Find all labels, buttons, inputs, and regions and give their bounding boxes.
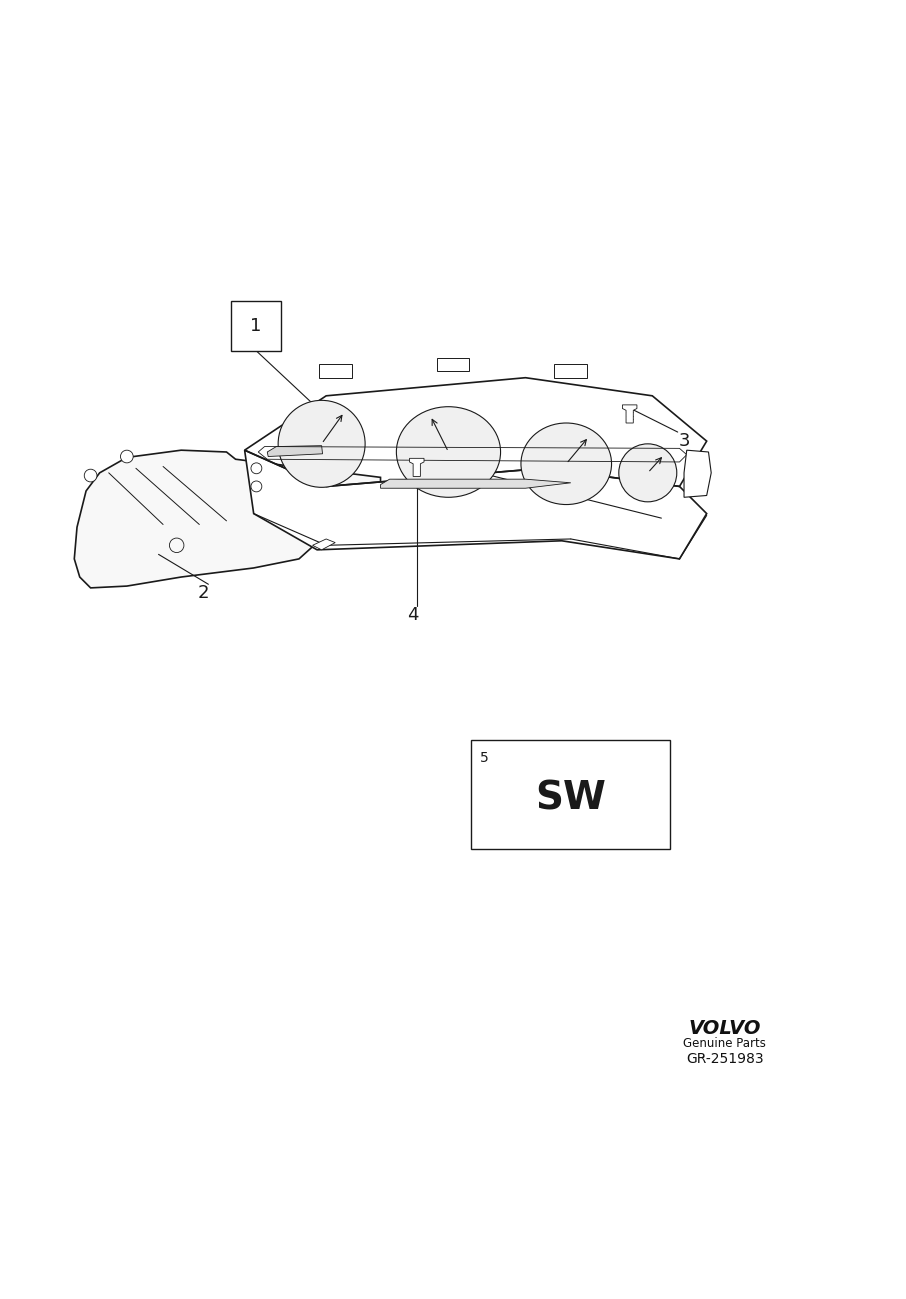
FancyBboxPatch shape [471,740,670,848]
Circle shape [251,462,262,474]
Polygon shape [554,364,587,378]
Circle shape [84,469,97,482]
Text: SW: SW [535,779,606,818]
Polygon shape [437,357,469,372]
Ellipse shape [397,407,500,498]
Polygon shape [313,539,335,549]
Polygon shape [319,364,352,378]
Polygon shape [622,405,637,423]
Polygon shape [410,459,424,477]
Polygon shape [245,451,707,559]
Text: 4: 4 [408,607,419,624]
Text: GR-251983: GR-251983 [686,1052,764,1066]
Circle shape [120,451,133,462]
Polygon shape [684,451,711,498]
Polygon shape [74,451,381,588]
Polygon shape [267,446,323,456]
Text: 3: 3 [679,433,689,451]
Circle shape [278,400,365,487]
Circle shape [619,444,677,501]
Text: Genuine Parts: Genuine Parts [683,1037,766,1050]
Ellipse shape [521,423,612,504]
Text: VOLVO: VOLVO [689,1018,761,1038]
Text: 2: 2 [198,585,209,603]
FancyBboxPatch shape [231,300,281,351]
Polygon shape [381,479,571,488]
Text: 1: 1 [250,317,262,335]
Circle shape [251,481,262,492]
Text: 5: 5 [480,751,489,765]
